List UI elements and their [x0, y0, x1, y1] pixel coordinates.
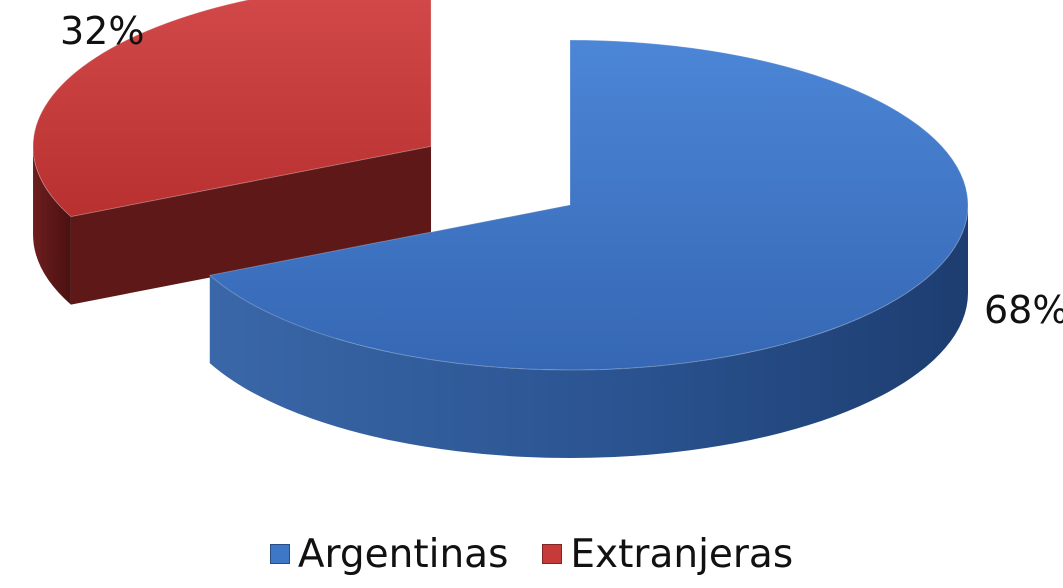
legend-item-extranjeras: Extranjeras	[542, 535, 793, 574]
data-label-argentinas: 68%	[984, 288, 1063, 332]
legend-swatch-argentinas	[270, 544, 290, 564]
chart-legend: Argentinas Extranjeras	[0, 528, 1063, 580]
legend-swatch-extranjeras	[542, 544, 562, 564]
legend-label-extranjeras: Extranjeras	[570, 535, 793, 574]
legend-item-argentinas: Argentinas	[270, 535, 509, 574]
legend-label-argentinas: Argentinas	[298, 535, 509, 574]
data-label-extranjeras: 32%	[60, 9, 144, 53]
